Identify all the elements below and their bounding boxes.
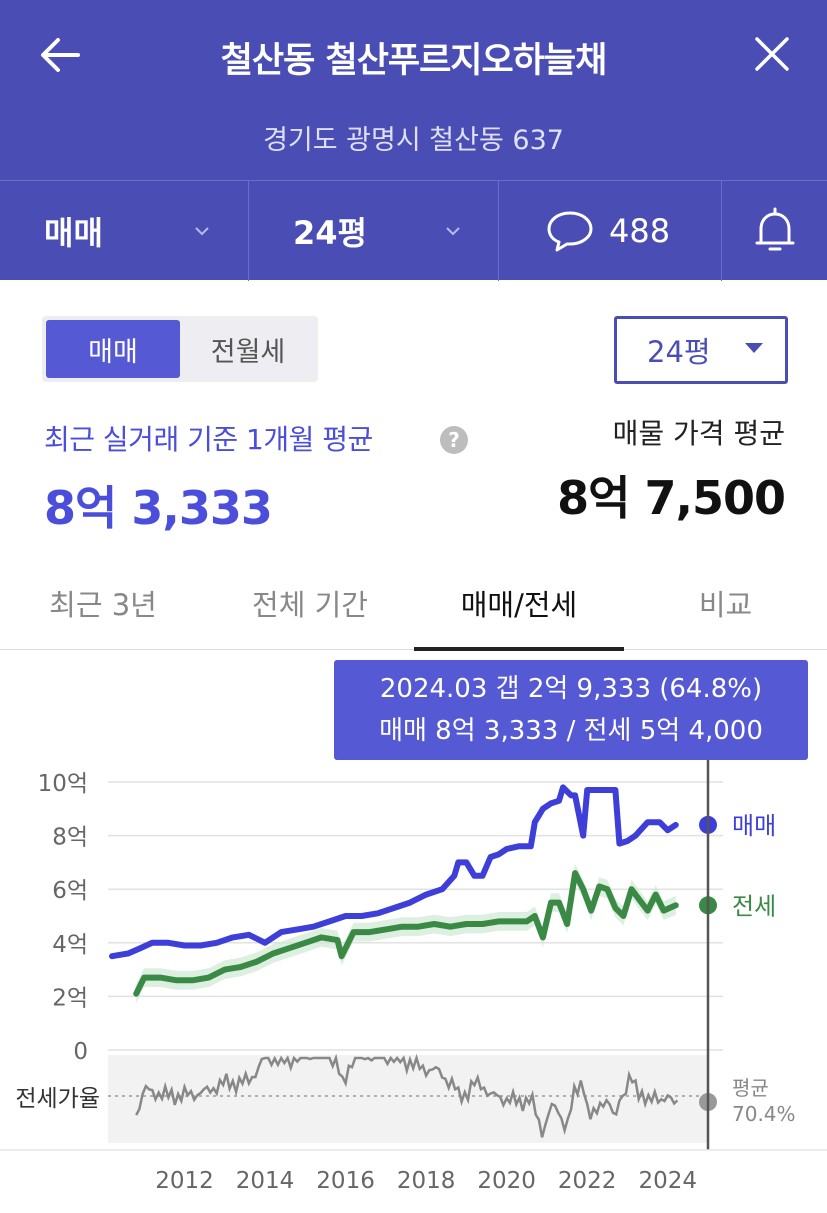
- chat-bubble-icon: [547, 211, 593, 252]
- x-tick-label: 2014: [236, 1168, 295, 1194]
- help-icon[interactable]: ?: [440, 426, 468, 454]
- size-select-value: 24평: [647, 335, 711, 369]
- ratio-average-label: 평균: [732, 1076, 769, 1100]
- recent-average-label: 최근 실거래 기준 1개월 평균: [44, 423, 373, 456]
- x-tick-label: 2012: [155, 1168, 214, 1194]
- recent-average-value: 8억 3,333: [44, 481, 273, 535]
- comments-button[interactable]: 488: [499, 181, 722, 281]
- option-bar: 매매 24평 488: [0, 180, 827, 281]
- chart-tabs: 최근 3년 전체 기간 매매/전세 비교: [0, 556, 827, 651]
- ratio-line: [135, 1053, 679, 1138]
- listing-average-value: 8억 7,500: [557, 471, 786, 525]
- close-icon[interactable]: [747, 32, 797, 78]
- tooltip-line-2: 매매 8억 3,333 / 전세 5억 4,000: [379, 716, 763, 746]
- ratio-average-value: 70.4%: [732, 1102, 796, 1126]
- x-tick-label: 2022: [558, 1168, 617, 1194]
- segment-rent[interactable]: 전월세: [210, 336, 286, 368]
- y-tick-label: 0: [73, 1039, 88, 1065]
- bell-icon[interactable]: [722, 181, 827, 281]
- sale-series-label: 매매: [732, 812, 776, 840]
- x-tick-label: 2020: [477, 1168, 536, 1194]
- segment-sale[interactable]: 매매: [46, 320, 180, 378]
- trade-type-dropdown[interactable]: 매매: [0, 181, 249, 281]
- trade-segment: 매매 전월세: [42, 316, 318, 382]
- listing-average-label: 매물 가격 평균: [612, 417, 785, 450]
- arrow-left-icon[interactable]: [36, 32, 86, 78]
- area-dropdown[interactable]: 24평: [249, 181, 499, 281]
- x-tick-label: 2018: [397, 1168, 456, 1194]
- x-tick-label: 2016: [316, 1168, 375, 1194]
- page-title: 철산동 철산푸르지오하늘채: [220, 41, 608, 81]
- jeonse-series-label: 전세: [732, 892, 776, 920]
- address-text: 경기도 광명시 철산동 637: [263, 125, 564, 156]
- size-select[interactable]: 24평: [614, 316, 788, 384]
- chevron-down-icon: [195, 227, 209, 236]
- y-tick-label: 8억: [52, 825, 88, 851]
- tab-all-period[interactable]: 전체 기간: [252, 588, 368, 622]
- chevron-down-icon: [446, 227, 460, 236]
- y-tick-label: 4억: [52, 932, 88, 958]
- jeonse-range-band: [136, 863, 676, 1004]
- trade-type-label: 매매: [44, 214, 103, 252]
- x-tick-label: 2024: [638, 1168, 697, 1194]
- tooltip-line-1: 2024.03 갭 2억 9,333 (64.8%): [379, 674, 763, 704]
- tab-recent-3y[interactable]: 최근 3년: [49, 588, 157, 622]
- tab-sale-jeonse[interactable]: 매매/전세: [414, 556, 624, 651]
- area-label: 24평: [293, 214, 367, 252]
- chart-tooltip: 2024.03 갭 2억 9,333 (64.8%) 매매 8억 3,333 /…: [334, 660, 808, 760]
- ratio-panel-label: 전세가율: [15, 1086, 100, 1112]
- title-row: 철산동 철산푸르지오하늘채: [0, 20, 827, 90]
- tab-compare[interactable]: 비교: [698, 588, 753, 622]
- y-tick-label: 10억: [38, 771, 88, 797]
- y-tick-label: 2억: [52, 985, 88, 1011]
- y-tick-label: 6억: [52, 878, 88, 904]
- app-header: 철산동 철산푸르지오하늘채 경기도 광명시 철산동 637 매매 24평 488: [0, 0, 827, 281]
- comment-count: 488: [609, 212, 671, 250]
- caret-down-icon: [745, 343, 763, 353]
